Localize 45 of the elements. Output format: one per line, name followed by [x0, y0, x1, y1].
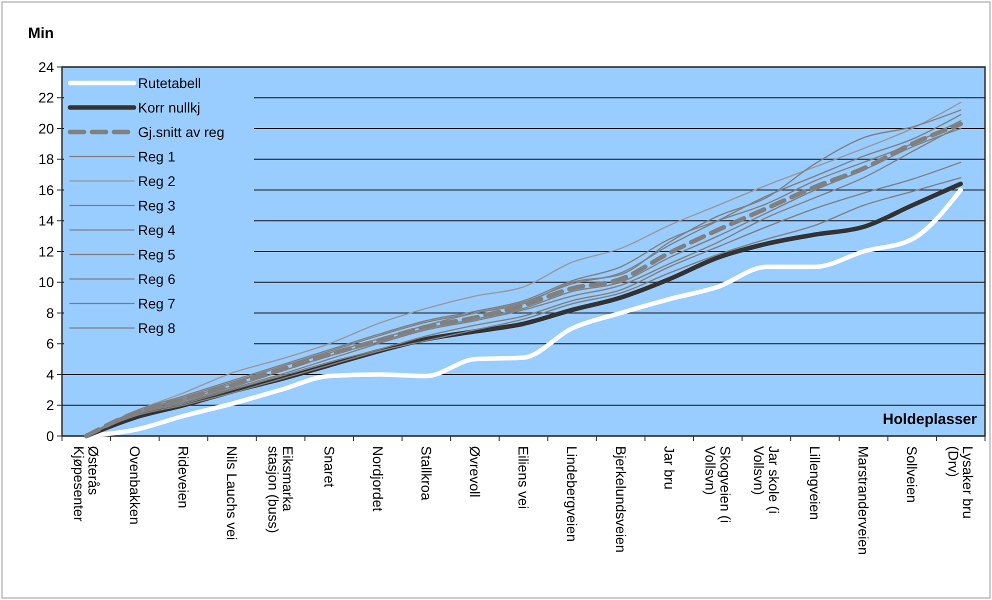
y-tick-label: 20: [38, 120, 54, 136]
x-tick-label: Lindebergveien: [564, 446, 580, 542]
x-tick-label: Nordjordet: [370, 446, 386, 512]
x-tick-label: Eiksmarka stasjon (buss): [265, 446, 296, 534]
x-tick-label: Sollveien: [904, 446, 920, 503]
x-tick-label: Øvrevoll: [467, 446, 484, 498]
legend-label: Reg 6: [138, 270, 176, 287]
y-tick-label: 0: [46, 428, 54, 444]
legend-label: Reg 7: [138, 295, 176, 312]
x-tick-label: Østerås Kjøpesenter: [71, 446, 102, 522]
y-tick-label: 16: [38, 182, 54, 198]
y-tick-label: 4: [46, 366, 54, 382]
x-tick-label: Lillengveien: [807, 446, 824, 520]
y-tick-label: 6: [46, 336, 54, 352]
y-tick-label: 22: [38, 90, 54, 106]
y-tick-label: 12: [38, 243, 54, 260]
x-tick-label: Ovenbakken: [126, 446, 143, 525]
x-tick-label: Lysaker bru (Drv): [945, 446, 976, 519]
x-tick-label: Eiliens vei: [516, 446, 532, 510]
y-tick-label: 24: [38, 58, 54, 75]
y-tick-label: 10: [38, 274, 54, 290]
x-tick-label: Jar skole (i Vollsvn): [751, 446, 782, 514]
legend-label: Reg 2: [138, 172, 176, 189]
legend-label: Reg 1: [138, 148, 176, 164]
x-tick-label: Jar bru: [661, 446, 678, 490]
x-tick-label: Marstranderveien: [856, 446, 872, 555]
x-tick-label: Nils Lauchs vei: [224, 446, 240, 540]
x-axis-title: Holdeplasser: [882, 411, 978, 428]
x-tick-label: Rideveien: [176, 446, 192, 508]
legend-label: Reg 5: [138, 246, 176, 262]
legend-label: Reg 8: [138, 320, 176, 336]
legend-label: Rutetabell: [138, 74, 202, 91]
x-tick-label: Stallkroa: [418, 446, 434, 501]
y-tick-label: 18: [38, 151, 54, 168]
legend-label: Reg 3: [138, 197, 176, 214]
x-tick-label: Bjerkelundsveien: [612, 446, 629, 553]
x-tick-label: Snaret: [321, 446, 338, 488]
legend-label: Reg 4: [138, 222, 176, 238]
legend-label: Korr nullkj: [138, 99, 200, 116]
legend-label: Gj.snitt av reg: [138, 124, 224, 140]
y-axis-title: Min: [28, 25, 54, 42]
x-tick-label: Skogveien (i Vollsvn): [702, 446, 734, 524]
y-tick-label: 2: [46, 397, 54, 414]
y-tick-label: 8: [46, 304, 54, 321]
y-tick-label: 14: [38, 212, 54, 229]
